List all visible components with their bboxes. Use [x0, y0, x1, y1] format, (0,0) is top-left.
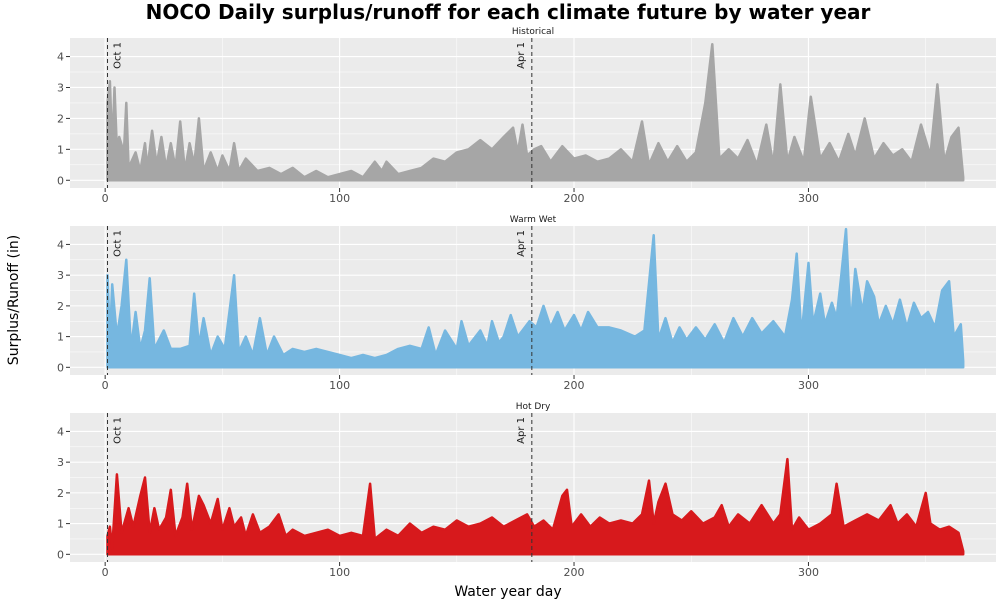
- x-tick-label: 200: [564, 566, 585, 579]
- panel-title: Warm Wet: [510, 215, 557, 225]
- panel-title: Hot Dry: [516, 402, 551, 412]
- x-tick-label: 0: [102, 566, 109, 579]
- y-tick-label: 3: [57, 456, 64, 469]
- panel-title: Historical: [512, 27, 554, 37]
- x-tick-label: 200: [564, 192, 585, 205]
- chart-title: NOCO Daily surplus/runoff for each clima…: [146, 0, 871, 24]
- series-area-hot-dry: [106, 457, 965, 556]
- x-tick-label: 300: [798, 566, 819, 579]
- x-tick-label: 100: [329, 379, 350, 392]
- y-tick-label: 2: [57, 112, 64, 125]
- series-area-historical: [106, 42, 965, 182]
- reference-line-label: Oct 1: [113, 417, 124, 444]
- x-tick-label: 300: [798, 192, 819, 205]
- x-tick-label: 200: [564, 379, 585, 392]
- y-axis-label: Surplus/Runoff (in): [6, 235, 22, 365]
- panel-hot-dry: Hot Dry 0 1 2 3 4 0 100 200 300 Oct 1 Apr 1: [57, 402, 996, 579]
- reference-line-label: Oct 1: [113, 230, 124, 257]
- y-tick-label: 4: [57, 51, 64, 64]
- y-tick-label: 2: [57, 300, 64, 313]
- x-tick-label: 100: [329, 192, 350, 205]
- x-axis-label: Water year day: [454, 584, 561, 600]
- reference-line-label: Apr 1: [516, 417, 527, 444]
- y-tick-label: 1: [57, 143, 64, 156]
- series-area-warm-wet: [106, 227, 965, 369]
- y-tick-label: 3: [57, 81, 64, 94]
- x-tick-label: 0: [102, 379, 109, 392]
- y-tick-label: 1: [57, 331, 64, 344]
- y-tick-label: 0: [57, 174, 64, 187]
- y-tick-label: 4: [57, 425, 64, 438]
- reference-line-label: Apr 1: [516, 230, 527, 257]
- x-tick-label: 0: [102, 192, 109, 205]
- panel-historical: Historical 0 1 2 3 4 0 100 200 300 Oct 1 Apr 1: [57, 27, 996, 205]
- reference-line-label: Oct 1: [113, 42, 124, 69]
- x-tick-label: 100: [329, 566, 350, 579]
- x-tick-label: 300: [798, 379, 819, 392]
- y-tick-label: 0: [57, 361, 64, 374]
- y-tick-label: 1: [57, 518, 64, 531]
- reference-line-label: Apr 1: [516, 42, 527, 69]
- y-tick-label: 2: [57, 487, 64, 500]
- y-tick-label: 3: [57, 269, 64, 282]
- y-tick-label: 0: [57, 548, 64, 561]
- y-tick-label: 4: [57, 238, 64, 251]
- panel-warm-wet: Warm Wet 0 1 2 3 4 0 100 200 300 Oct 1 Apr 1: [57, 215, 996, 392]
